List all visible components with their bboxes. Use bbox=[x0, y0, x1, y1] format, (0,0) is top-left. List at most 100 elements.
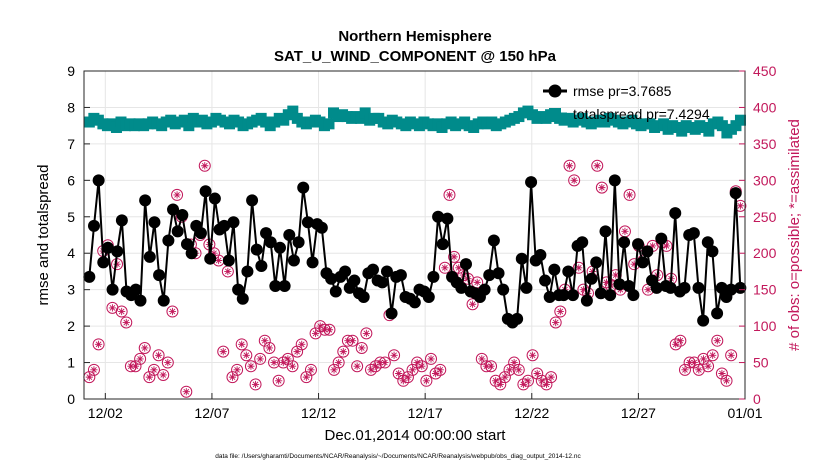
obs-assimilated-point bbox=[524, 377, 532, 385]
obs-possible-point bbox=[378, 356, 391, 369]
totalspread-point bbox=[734, 114, 746, 126]
y-axis-right-label: # of obs: o=possible; *=assimilated bbox=[786, 119, 803, 351]
obs-assimilated-point bbox=[482, 362, 491, 370]
obs-possible-point bbox=[512, 363, 525, 376]
rmse-point bbox=[115, 214, 128, 227]
obs-assimilated-point bbox=[265, 344, 274, 352]
obs-assimilated-point bbox=[251, 380, 260, 389]
obs-possible-point bbox=[166, 305, 179, 318]
rmse-point bbox=[543, 290, 556, 303]
obs-assimilated-point bbox=[247, 362, 255, 370]
obs-assimilated-point bbox=[127, 362, 135, 370]
rmse-point bbox=[260, 227, 273, 240]
obs-possible-point bbox=[568, 174, 581, 187]
obs-assimilated-point bbox=[515, 366, 523, 374]
y-tick-label: 0 bbox=[67, 391, 75, 407]
obs-assimilated-point bbox=[718, 369, 726, 378]
obs-possible-point bbox=[115, 305, 128, 318]
obs-assimilated-point bbox=[154, 351, 163, 359]
rmse-point bbox=[697, 314, 710, 327]
rmse-point bbox=[613, 278, 626, 291]
obs-assimilated-point bbox=[330, 366, 338, 374]
y-right-tick-label: 250 bbox=[753, 209, 777, 225]
obs-assimilated-point bbox=[358, 344, 366, 352]
obs-possible-point bbox=[87, 363, 100, 376]
rmse-point bbox=[329, 285, 342, 298]
rmse-point bbox=[557, 289, 570, 302]
obs-possible-point bbox=[531, 367, 544, 380]
obs-assimilated-point bbox=[501, 373, 509, 381]
data-file-footnote: data file: /Users/gharamti/Documents/NCA… bbox=[215, 453, 581, 460]
obs-possible-point bbox=[231, 363, 244, 376]
rmse-point bbox=[185, 247, 198, 260]
obs-assimilated-point bbox=[468, 300, 477, 308]
obs-assimilated-point bbox=[94, 340, 103, 348]
legend-rmse-marker bbox=[548, 84, 562, 98]
legend: rmse pr=3.7685 totalspread pr=7.4294 bbox=[543, 83, 710, 122]
y-axis-label: rmse and totalspread bbox=[35, 165, 52, 306]
y-right-tick-label: 300 bbox=[753, 172, 777, 188]
rmse-point bbox=[167, 203, 180, 216]
obs-possible-point bbox=[554, 305, 567, 318]
rmse-point bbox=[194, 227, 207, 240]
y-right-tick-label: 350 bbox=[753, 136, 777, 152]
rmse-point bbox=[366, 263, 379, 276]
obs-assimilated-point bbox=[353, 362, 361, 370]
obs-assimilated-point bbox=[685, 358, 694, 367]
rmse-point bbox=[729, 187, 742, 200]
obs-possible-point bbox=[425, 352, 438, 365]
rmse-point bbox=[339, 265, 352, 278]
obs-possible-point bbox=[595, 181, 608, 194]
obs-possible-point bbox=[92, 338, 105, 351]
obs-assimilated-point bbox=[201, 162, 209, 170]
obs-possible-point bbox=[702, 360, 715, 373]
obs-assimilated-point bbox=[473, 278, 481, 286]
obs-assimilated-point bbox=[709, 351, 717, 359]
obs-assimilated-point bbox=[676, 337, 684, 345]
obs-assimilated-point bbox=[348, 337, 357, 345]
obs-possible-point bbox=[485, 360, 498, 373]
obs-assimilated-point bbox=[598, 184, 606, 192]
obs-possible-point bbox=[545, 371, 558, 384]
obs-possible-point bbox=[143, 371, 156, 384]
rmse-point bbox=[562, 265, 575, 278]
obs-assimilated-point bbox=[90, 366, 98, 374]
totalspread-point bbox=[716, 120, 728, 132]
obs-assimilated-point bbox=[293, 348, 301, 356]
rmse-point bbox=[664, 281, 677, 294]
rmse-point bbox=[315, 221, 328, 234]
rmse-point bbox=[432, 210, 445, 223]
axis-ticks: 0 1 2 3 4 5 6 7 8 9 0 50 100 150 200 250 300 350 400 450 12/… bbox=[67, 63, 776, 421]
obs-possible-point bbox=[300, 371, 313, 384]
obs-possible-point bbox=[521, 374, 534, 387]
obs-possible-point bbox=[360, 327, 373, 340]
obs-possible-point bbox=[388, 349, 401, 362]
obs-possible-point bbox=[401, 371, 414, 384]
rmse-point bbox=[246, 194, 259, 207]
rmse-point bbox=[83, 270, 96, 283]
rmse-point bbox=[222, 254, 235, 267]
obs-assimilated-point bbox=[556, 307, 564, 316]
obs-assimilated-point bbox=[418, 362, 426, 370]
obs-assimilated-point bbox=[478, 355, 486, 363]
rmse-point bbox=[297, 181, 310, 194]
obs-assimilated-point bbox=[339, 348, 347, 356]
totalspread-point bbox=[359, 107, 371, 119]
obs-possible-point bbox=[429, 367, 442, 380]
rmse-point bbox=[604, 289, 617, 302]
obs-assimilated-point bbox=[552, 318, 560, 327]
obs-possible-point bbox=[475, 352, 488, 365]
y-right-tick-label: 400 bbox=[753, 99, 777, 115]
obs-possible-point bbox=[226, 371, 239, 384]
rmse-point bbox=[701, 236, 714, 249]
legend-rmse-label: rmse pr=3.7685 bbox=[573, 83, 672, 99]
obs-possible-point bbox=[249, 378, 262, 391]
rmse-point bbox=[139, 194, 152, 207]
rmse-point bbox=[394, 269, 407, 282]
rmse-point bbox=[706, 245, 719, 258]
obs-assimilated-point bbox=[713, 337, 721, 345]
y-right-tick-label: 450 bbox=[753, 63, 777, 79]
obs-assimilated-point bbox=[704, 362, 712, 370]
obs-possible-point bbox=[720, 374, 733, 387]
